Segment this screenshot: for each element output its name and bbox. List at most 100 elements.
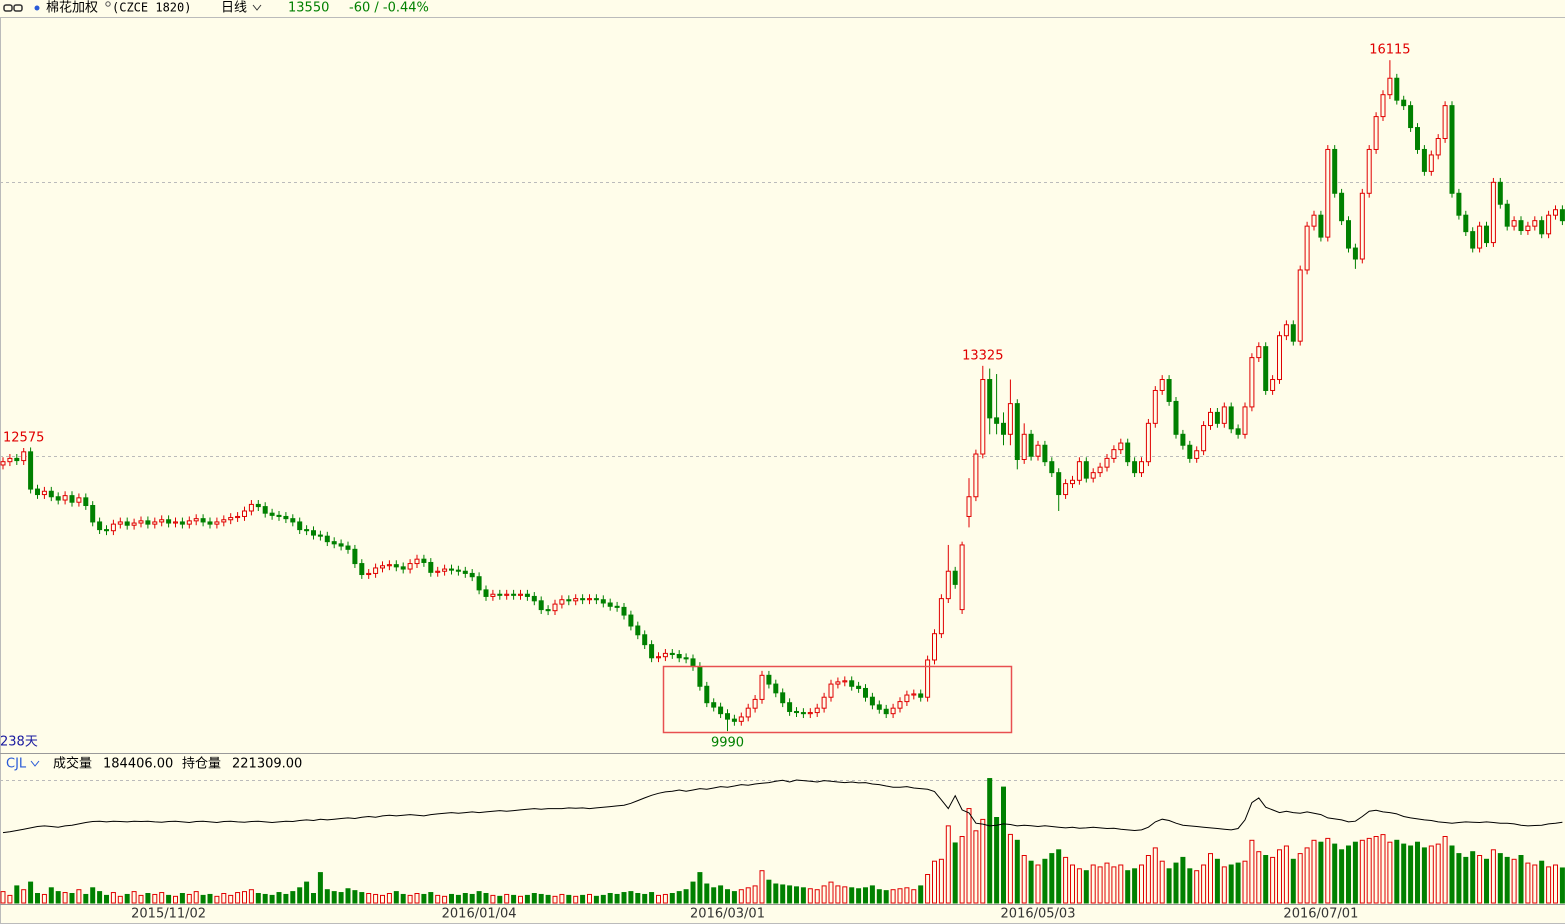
candle-body <box>407 563 413 570</box>
volume-bar <box>973 830 979 904</box>
instrument-name: 棉花加权 <box>46 0 98 16</box>
candle-body <box>400 566 406 570</box>
volume-bar <box>1159 860 1165 904</box>
volume-bar <box>1208 853 1213 904</box>
volume-bar <box>1221 866 1227 904</box>
volume-bar <box>711 887 717 904</box>
candle-body <box>1449 105 1455 194</box>
volume-bar <box>248 889 254 904</box>
candle-body <box>380 565 385 569</box>
candle-body <box>1559 209 1565 222</box>
candle-body <box>807 712 813 715</box>
candle-body <box>83 497 89 507</box>
volume-bar <box>1263 855 1269 904</box>
candle-body <box>152 521 158 525</box>
volume-bar <box>600 894 606 904</box>
candle-body <box>331 541 337 545</box>
header-bar: 棉花加权 (CZCE 1820) 日线 13550 -60 / -0.44% <box>3 0 429 16</box>
volume-bar <box>1490 849 1496 904</box>
volume-bar <box>828 881 834 904</box>
volume-bar <box>1559 867 1565 904</box>
candle-body <box>897 701 903 709</box>
candle-body <box>1242 406 1248 435</box>
last-price: 13550 <box>288 1 329 16</box>
volume-bar <box>28 881 34 904</box>
candle-body <box>35 488 40 496</box>
candle-body <box>1366 148 1372 194</box>
volume-bar <box>842 886 848 904</box>
candle-body <box>1518 220 1524 232</box>
candle-body <box>393 564 399 568</box>
candle-body <box>1166 379 1172 402</box>
volume-bar <box>1318 841 1324 904</box>
candle-body <box>883 708 889 715</box>
candle-body <box>276 514 282 517</box>
candle-body <box>28 451 34 490</box>
candle-body <box>104 529 109 532</box>
volume-bar <box>207 893 213 904</box>
candle-body <box>14 457 20 462</box>
volume-bar <box>1201 864 1207 904</box>
candle-body <box>1125 442 1131 463</box>
period-chevron[interactable] <box>252 4 262 11</box>
volume-bar <box>304 881 310 904</box>
volume-bar <box>90 887 96 904</box>
volume-bar <box>1242 860 1248 904</box>
open-interest-value: 221309.00 <box>232 757 302 772</box>
volume-bar <box>324 889 330 904</box>
candle-body <box>1235 428 1241 435</box>
link-icon[interactable] <box>3 4 23 12</box>
candle-body <box>711 702 717 708</box>
candle-body <box>766 674 772 685</box>
candle-body <box>1145 422 1151 463</box>
candle-body <box>304 529 310 532</box>
indicator-selector[interactable]: CJL <box>6 757 27 772</box>
volume-bar <box>925 874 931 904</box>
candle-body <box>1111 449 1117 459</box>
volume-bar <box>331 891 337 904</box>
volume-bar <box>635 893 641 904</box>
candle-body <box>1339 192 1345 222</box>
volume-bar <box>1546 866 1552 904</box>
volume-bar <box>221 893 227 904</box>
candle-body <box>925 659 931 698</box>
candle-body <box>352 548 358 565</box>
volume-bar <box>1456 853 1462 904</box>
volume-bar <box>110 892 116 904</box>
volume-bar <box>1504 856 1510 904</box>
candle-body <box>269 512 275 516</box>
volume-bar <box>104 894 109 904</box>
candle-body <box>1201 425 1207 452</box>
x-tick-label: 2016/01/04 <box>442 907 517 922</box>
volume-bar <box>1311 839 1317 904</box>
candle-body <box>842 680 848 683</box>
candle-body <box>1056 472 1062 496</box>
volume-bar <box>214 895 220 904</box>
candle-body <box>359 563 365 576</box>
candle-body <box>1325 148 1331 238</box>
volume-bar <box>242 891 247 904</box>
volume-bar <box>179 893 185 904</box>
volume-bar <box>1359 839 1365 904</box>
candle-body <box>890 707 896 715</box>
candle-body <box>1470 231 1476 249</box>
volume-bar <box>255 893 261 904</box>
candle-body <box>455 569 461 572</box>
volume-bar <box>904 887 910 904</box>
volume-bar <box>1118 864 1124 904</box>
volume-bar <box>469 893 475 904</box>
volume-bar <box>980 818 986 904</box>
indicator-chevron[interactable] <box>30 760 40 767</box>
volume-bar <box>1380 834 1386 904</box>
candle-body <box>21 451 27 462</box>
volume-bar <box>1270 856 1276 904</box>
volume-bar <box>228 894 234 904</box>
period-selector[interactable]: 日线 <box>221 1 247 16</box>
high-label: 13325 <box>962 348 1003 363</box>
candle-body <box>1408 105 1414 129</box>
candle-body <box>421 558 427 563</box>
candle-body <box>131 522 137 526</box>
candle-body <box>435 570 441 573</box>
volume-bar <box>1076 868 1082 904</box>
candle-body <box>159 519 165 523</box>
